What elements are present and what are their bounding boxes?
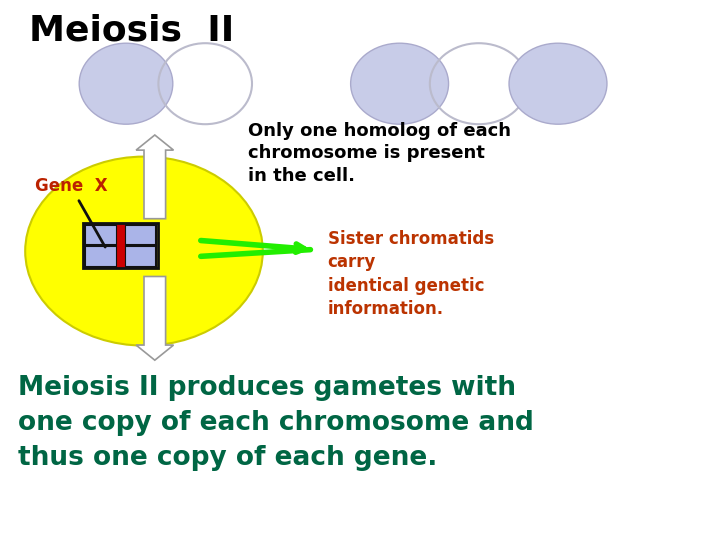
Ellipse shape [351,43,449,124]
Text: Gene  X: Gene X [35,178,107,247]
Bar [83,223,158,268]
FancyArrow shape [136,276,174,360]
Text: Meiosis II produces gametes with
one copy of each chromosome and
thus one copy o: Meiosis II produces gametes with one cop… [18,375,534,471]
Bar [85,225,120,245]
Ellipse shape [25,157,263,346]
Ellipse shape [509,43,607,124]
FancyArrow shape [136,135,174,219]
Bar [85,246,120,267]
Ellipse shape [79,43,173,124]
Text: Meiosis  II: Meiosis II [29,14,234,48]
Text: Only one homolog of each
chromosome is present
in the cell.: Only one homolog of each chromosome is p… [248,122,511,185]
Bar [115,223,125,268]
Bar [121,225,156,245]
Text: Sister chromatids
carry
identical genetic
information.: Sister chromatids carry identical geneti… [328,230,494,318]
Bar [121,246,156,267]
